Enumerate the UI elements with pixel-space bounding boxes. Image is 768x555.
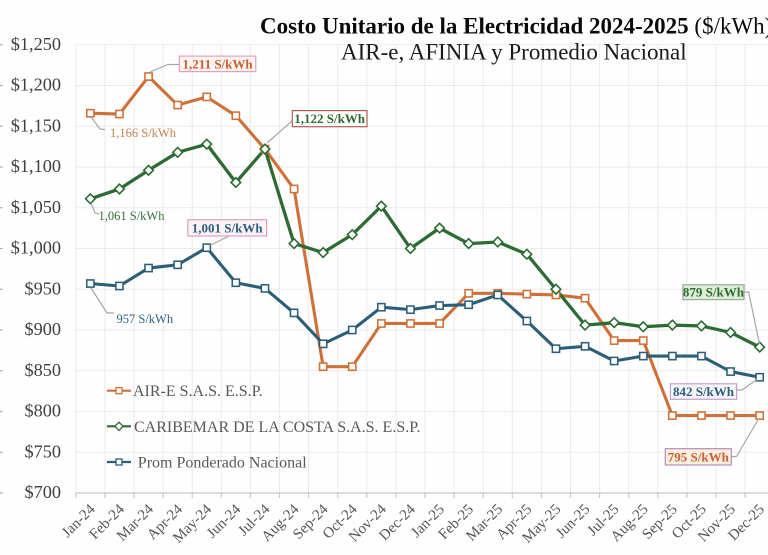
svg-text:$900: $900 xyxy=(24,319,61,339)
svg-text:$1,000: $1,000 xyxy=(11,238,61,258)
svg-text:1,211 S/kWh: 1,211 S/kWh xyxy=(183,56,254,71)
svg-text:AIR-e, AFINIA y Promedio Nacio: AIR-e, AFINIA y Promedio Nacional xyxy=(341,40,687,65)
svg-text:957 S/kWh: 957 S/kWh xyxy=(117,312,174,326)
svg-text:1,001 S/kWh: 1,001 S/kWh xyxy=(192,220,264,235)
svg-text:1,122 S/kWh: 1,122 S/kWh xyxy=(294,111,366,126)
svg-text:$800: $800 xyxy=(24,401,61,421)
svg-text:$1,050: $1,050 xyxy=(11,197,61,217)
svg-text:$1,250: $1,250 xyxy=(11,34,61,54)
svg-text:1,061 S/kWh: 1,061 S/kWh xyxy=(99,209,166,223)
svg-text:$750: $750 xyxy=(24,441,61,461)
svg-text:Costo Unitario de la Electrici: Costo Unitario de la Electricidad 2024-2… xyxy=(260,14,768,39)
svg-text:879 S/kWh: 879 S/kWh xyxy=(683,285,745,300)
svg-text:$700: $700 xyxy=(24,482,61,502)
svg-text:$1,200: $1,200 xyxy=(11,75,61,95)
svg-text:795 S/kWh: 795 S/kWh xyxy=(668,449,730,464)
svg-text:Prom Ponderado Nacional: Prom Ponderado Nacional xyxy=(138,455,307,472)
svg-text:AIR-E S.A.S. E.S.P.: AIR-E S.A.S. E.S.P. xyxy=(133,383,263,400)
svg-text:$950: $950 xyxy=(24,278,61,298)
svg-text:1,166 S/kWh: 1,166 S/kWh xyxy=(110,126,177,140)
svg-text:$1,150: $1,150 xyxy=(11,115,61,135)
svg-text:842 S/kWh: 842 S/kWh xyxy=(673,384,735,399)
svg-text:CARIBEMAR DE LA COSTA S.A.S. E: CARIBEMAR DE LA COSTA S.A.S. E.S.P. xyxy=(134,419,420,436)
svg-text:$1,100: $1,100 xyxy=(11,156,61,176)
svg-text:$850: $850 xyxy=(24,360,61,380)
